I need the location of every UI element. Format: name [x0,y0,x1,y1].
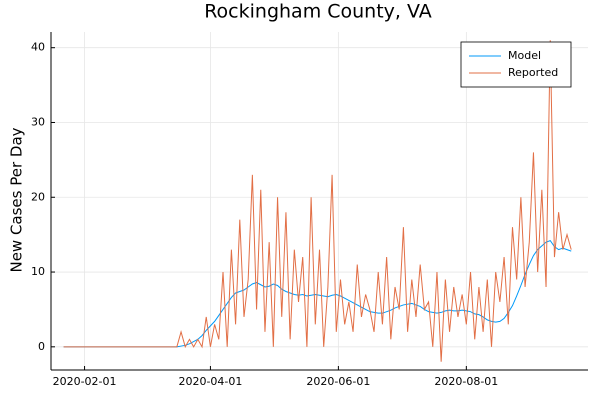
legend-label: Model [508,49,541,62]
x-tick-label: 2020-04-01 [178,375,242,388]
y-axis-label: New Cases Per Day [8,127,26,272]
y-tick-label: 0 [38,340,45,353]
chart-title: Rockingham County, VA [204,1,432,23]
y-tick-label: 40 [31,41,45,54]
y-tick-label: 30 [31,115,45,128]
y-tick-label: 10 [31,265,45,278]
legend-box [460,41,572,88]
x-tick-label: 2020-06-01 [306,375,370,388]
series-line [63,40,572,362]
x-tick-label: 2020-08-01 [434,375,498,388]
legend-label: Reported [508,66,558,79]
y-tick-label: 20 [31,190,45,203]
x-tick-label: 2020-02-01 [53,375,117,388]
